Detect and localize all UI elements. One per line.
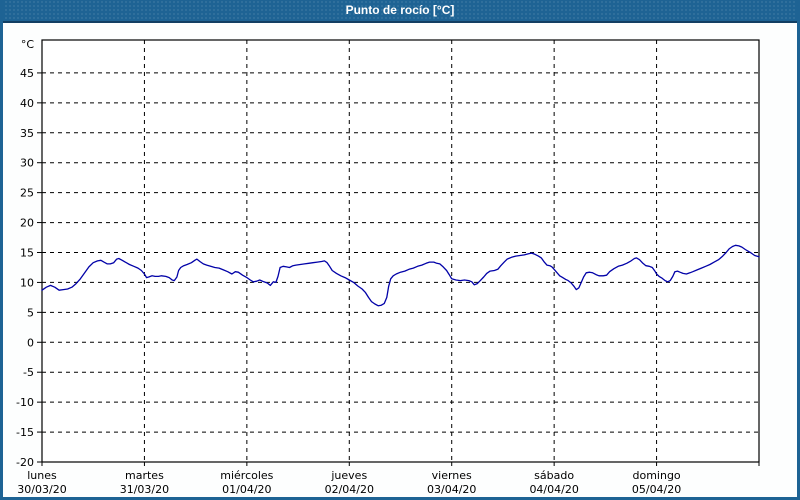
x-day-name: viernes bbox=[432, 469, 472, 482]
y-tick-label: 35 bbox=[20, 127, 34, 140]
x-day-name: sábado bbox=[534, 469, 574, 482]
y-tick-label: -10 bbox=[16, 396, 34, 409]
chart-title: Punto de rocío [°C] bbox=[345, 3, 455, 17]
x-day-name: lunes bbox=[27, 469, 57, 482]
x-day-date: 02/04/20 bbox=[325, 483, 374, 496]
y-tick-label: -5 bbox=[23, 366, 34, 379]
dew-point-series bbox=[41, 244, 760, 307]
y-tick-label: 30 bbox=[20, 157, 34, 170]
x-day-name: jueves bbox=[330, 469, 367, 482]
x-gridlines bbox=[41, 40, 760, 466]
y-tick-label: 20 bbox=[20, 217, 34, 230]
x-day-date: 01/04/20 bbox=[222, 483, 271, 496]
x-day-date: 31/03/20 bbox=[120, 483, 169, 496]
x-day-date: 03/04/20 bbox=[427, 483, 476, 496]
plot-frame bbox=[41, 39, 760, 463]
y-tick-label: -20 bbox=[16, 456, 34, 469]
y-tick-label: 10 bbox=[20, 276, 34, 289]
y-axis-labels: 45 40 35 30 25 20 15 10 5 0 -5 -10 -15 -20 °C bbox=[16, 38, 34, 469]
x-day-name: domingo bbox=[632, 469, 680, 482]
y-tick-label: 40 bbox=[20, 97, 34, 110]
x-day-name: miércoles bbox=[220, 469, 273, 482]
y-unit-label: °C bbox=[21, 38, 35, 51]
x-day-name: martes bbox=[125, 469, 164, 482]
y-gridlines bbox=[37, 72, 759, 463]
title-bar: Punto de rocío [°C] bbox=[0, 0, 800, 23]
x-day-date: 04/04/20 bbox=[529, 483, 578, 496]
y-tick-label: 5 bbox=[27, 306, 34, 319]
y-tick-label: 15 bbox=[20, 246, 34, 259]
x-day-date: 30/03/20 bbox=[17, 483, 66, 496]
y-tick-label: 45 bbox=[20, 67, 34, 80]
y-tick-label: -15 bbox=[16, 426, 34, 439]
x-day-date: 05/04/20 bbox=[632, 483, 681, 496]
y-tick-label: 0 bbox=[27, 336, 34, 349]
y-tick-label: 25 bbox=[20, 187, 34, 200]
